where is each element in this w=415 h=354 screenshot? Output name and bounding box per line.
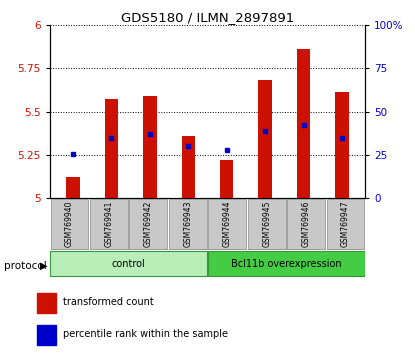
Bar (208, 251, 365, 276)
Bar (143, 96, 156, 198)
Bar (37, 293, 56, 313)
Bar (51, 199, 88, 249)
Bar (287, 199, 325, 249)
Title: GDS5180 / ILMN_2897891: GDS5180 / ILMN_2897891 (121, 11, 294, 24)
Bar (208, 199, 246, 249)
Text: GSM769945: GSM769945 (262, 201, 271, 247)
Bar (220, 160, 234, 198)
Bar (129, 199, 167, 249)
Text: protocol: protocol (4, 261, 47, 271)
Bar (248, 199, 286, 249)
Bar (297, 49, 310, 198)
Text: GSM769942: GSM769942 (144, 201, 153, 247)
Bar (50, 251, 207, 276)
Text: GSM769941: GSM769941 (105, 201, 113, 247)
Text: Bcl11b overexpression: Bcl11b overexpression (231, 259, 342, 269)
Bar (181, 136, 195, 198)
Text: GSM769944: GSM769944 (223, 201, 232, 247)
Bar (259, 80, 272, 198)
Text: transformed count: transformed count (63, 297, 154, 307)
Bar (37, 325, 56, 345)
Bar (66, 177, 80, 198)
Text: GSM769947: GSM769947 (341, 201, 350, 247)
Bar (90, 199, 128, 249)
Bar (169, 199, 207, 249)
Text: ▶: ▶ (40, 261, 47, 271)
Bar (105, 99, 118, 198)
Bar (335, 92, 349, 198)
Text: GSM769940: GSM769940 (65, 201, 74, 247)
Text: control: control (112, 259, 146, 269)
Bar (327, 199, 364, 249)
Text: GSM769943: GSM769943 (183, 201, 192, 247)
Text: percentile rank within the sample: percentile rank within the sample (63, 329, 228, 339)
Text: GSM769946: GSM769946 (302, 201, 310, 247)
